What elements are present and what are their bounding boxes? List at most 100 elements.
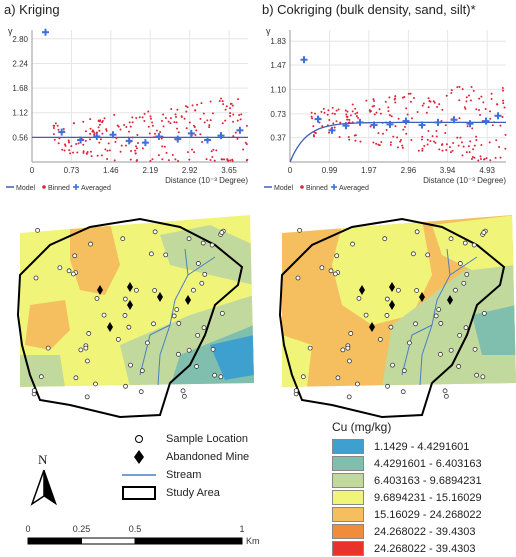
binned-point: [434, 141, 437, 144]
binned-point: [209, 158, 212, 161]
sample-location: [85, 358, 90, 364]
binned-point: [426, 138, 429, 141]
binned-point: [215, 149, 218, 152]
binned-point: [461, 88, 464, 91]
sample-location: [425, 252, 431, 258]
legend-class-swatch: [332, 473, 364, 488]
binned-point: [177, 160, 180, 163]
sample-location: [480, 374, 486, 380]
sample-location: [407, 340, 412, 346]
binned-point: [98, 141, 101, 144]
binned-point: [435, 130, 438, 133]
sample-location: [332, 271, 338, 277]
binned-point: [396, 146, 399, 149]
sample-location: [453, 287, 458, 293]
binned-point: [389, 141, 392, 144]
north-arrow-icon: [30, 470, 57, 506]
map-cokriging-svg: [278, 215, 516, 419]
binned-point: [331, 112, 334, 115]
binned-point: [234, 131, 237, 134]
binned-point: [456, 136, 459, 139]
sample-location: [122, 296, 128, 302]
legend-title: Cu (mg/kg): [332, 420, 392, 434]
sample-location: [355, 381, 360, 387]
binned-point: [468, 151, 471, 154]
binned-point: [410, 117, 413, 120]
binned-point: [237, 98, 240, 101]
sample-location: [384, 313, 390, 318]
binned-point: [406, 113, 409, 116]
binned-point: [239, 118, 242, 121]
binned-point: [384, 100, 387, 103]
binned-point: [171, 154, 174, 157]
binned-point: [141, 147, 144, 150]
binned-point: [245, 159, 248, 162]
binned-point: [410, 138, 413, 141]
binned-point: [339, 121, 342, 124]
binned-point: [401, 144, 404, 147]
sample-location: [133, 287, 139, 293]
sample-location: [126, 324, 132, 330]
raster-surface: [20, 215, 254, 387]
binned-point: [354, 139, 357, 142]
sample-location: [84, 394, 90, 400]
sample-location: [86, 331, 92, 336]
binned-point: [154, 132, 157, 135]
binned-point: [470, 85, 473, 88]
legend-class-swatch: [332, 507, 364, 522]
binned-point: [151, 158, 154, 161]
binned-point: [464, 107, 467, 110]
binned-point: [365, 99, 368, 102]
binned-point: [357, 116, 360, 119]
binned-point: [220, 97, 223, 100]
binned-point: [165, 151, 168, 154]
binned-point: [420, 138, 423, 141]
binned-point: [351, 110, 354, 113]
binned-point: [310, 115, 313, 118]
binned-point: [119, 128, 122, 131]
averaged-point: [434, 118, 442, 126]
averaged-point: [466, 120, 474, 128]
variogram-b: 0.37 0.73 1.10 1.47 1.83 0 0.99 1.97 2.96 3.94 4.9…: [262, 20, 514, 200]
sample-location: [201, 325, 207, 331]
binned-point: [401, 146, 404, 149]
sample-location: [202, 271, 208, 277]
binned-point: [472, 148, 475, 151]
sample-location: [195, 332, 201, 338]
sample-location: [464, 271, 470, 277]
plot-area: [290, 30, 506, 162]
binned-point: [69, 152, 72, 155]
binned-point: [113, 159, 116, 162]
binned-point: [185, 127, 188, 130]
north-arrow: N: [30, 452, 70, 512]
binned-point: [75, 143, 78, 146]
binned-point: [205, 158, 208, 161]
binned-point: [502, 99, 505, 102]
averaged-point: [236, 126, 244, 134]
binned-point: [99, 119, 102, 122]
binned-point: [326, 113, 329, 116]
binned-point: [477, 159, 480, 162]
binned-point: [183, 117, 186, 120]
binned-point: [143, 112, 146, 115]
binned-point: [445, 143, 448, 146]
binned-point: [435, 135, 438, 138]
binned-point: [346, 115, 349, 118]
binned-point: [504, 147, 507, 150]
binned-point: [378, 108, 381, 111]
binned-point: [162, 125, 165, 128]
binned-point: [394, 97, 397, 100]
sample-location: [101, 312, 107, 318]
abandoned-mine: [389, 300, 395, 310]
binned-point: [448, 146, 451, 149]
binned-point: [351, 103, 354, 106]
stream-line: [401, 248, 478, 386]
binned-point: [450, 89, 453, 92]
binned-point: [457, 144, 460, 147]
sample-location: [73, 375, 79, 381]
binned-point: [354, 107, 357, 110]
binned-point: [422, 102, 425, 105]
legend-class-row: 9.6894231 - 15.16029: [332, 489, 512, 506]
binned-point: [105, 128, 108, 131]
y-tick-label: 2.80: [12, 35, 28, 44]
